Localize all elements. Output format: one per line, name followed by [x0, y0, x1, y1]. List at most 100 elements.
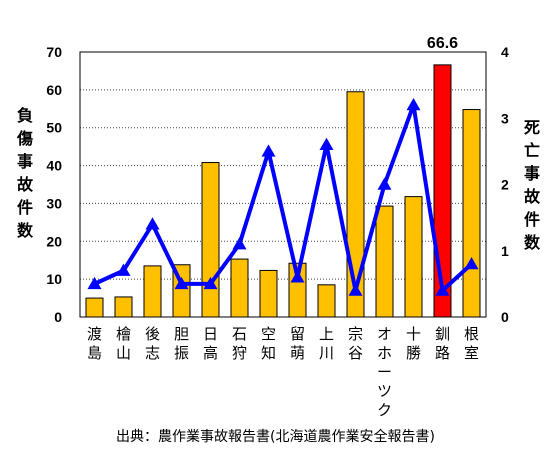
right-axis-ticks: 0 1 2 3 4: [501, 44, 509, 325]
series-point: [116, 263, 131, 276]
category-char: 日: [203, 325, 218, 343]
right-tick-label: 1: [501, 243, 509, 259]
category-char: 萌: [290, 344, 305, 362]
category-char: 檜: [116, 325, 131, 343]
category-char: 狩: [232, 344, 247, 362]
category-char: 石: [232, 325, 247, 343]
category-char: 後: [145, 325, 160, 343]
source-note: 出典：農作業事故報告書(北海道農作業安全報告書): [116, 429, 435, 445]
series-point: [377, 177, 392, 190]
category-label: 留萌: [290, 325, 305, 362]
category-char: 宗: [348, 325, 363, 343]
left-tick-label: 10: [46, 271, 62, 287]
category-label: 渡島: [87, 325, 102, 362]
series-point: [232, 237, 247, 250]
category-label: 釧路: [435, 325, 450, 362]
right-tick-label: 2: [501, 177, 509, 193]
right-tick-label: 0: [501, 309, 509, 325]
category-char: 根: [464, 325, 479, 343]
right-axis-title-char: 数: [524, 233, 541, 252]
category-label: 後志: [145, 325, 160, 362]
left-tick-label: 70: [46, 44, 62, 60]
category-char: 知: [261, 344, 276, 362]
bar: [375, 205, 394, 318]
right-axis-title-char: 事: [524, 164, 540, 183]
series-point: [87, 276, 102, 290]
right-axis-title-char: 故: [524, 187, 541, 206]
series-point: [435, 283, 450, 296]
bar: [85, 297, 104, 318]
series-point: [290, 270, 305, 283]
bar: [201, 162, 220, 318]
category-char: 高: [203, 344, 218, 362]
right-axis-title-char: 件: [524, 210, 540, 229]
series-point: [261, 144, 276, 157]
category-char: 十: [406, 325, 421, 343]
bar: [143, 265, 162, 318]
left-axis-title-char: 故: [17, 175, 34, 194]
category-char: 谷: [348, 344, 363, 362]
plot-frame: [79, 51, 487, 318]
left-tick-label: 50: [46, 120, 62, 136]
left-tick-label: 60: [46, 82, 62, 98]
category-char: ホ: [377, 344, 392, 362]
bars: [85, 64, 481, 318]
category-label: 上川: [319, 325, 334, 362]
category-char: 室: [464, 344, 479, 362]
annotations: 66.6: [427, 35, 458, 52]
category-char: 川: [319, 344, 334, 362]
left-tick-label: 30: [46, 195, 62, 211]
category-char: ク: [377, 401, 392, 419]
category-char: 上: [319, 325, 334, 343]
bar: [462, 109, 481, 318]
peak-value-label: 66.6: [427, 35, 458, 52]
series-point: [145, 217, 160, 230]
series-point: [348, 283, 363, 296]
left-axis-title-char: 数: [17, 221, 34, 240]
category-label: 空知: [261, 325, 276, 362]
left-tick-label: 0: [54, 309, 62, 325]
right-tick-label: 3: [501, 110, 509, 126]
series-point: [203, 276, 218, 290]
category-char: 釧: [435, 325, 450, 343]
series-point: [174, 276, 189, 290]
bar: [404, 196, 423, 318]
series-point: [464, 257, 479, 270]
category-char: 島: [87, 344, 102, 362]
category-char: 志: [145, 344, 160, 362]
bar: [114, 296, 133, 318]
category-char: 胆: [174, 325, 189, 343]
category-char: 路: [435, 344, 450, 362]
line-series: [87, 98, 479, 296]
category-char: 振: [174, 344, 189, 362]
category-char: 山: [116, 344, 131, 362]
right-tick-label: 4: [501, 44, 509, 60]
left-axis-title-char: 事: [17, 152, 33, 171]
right-axis-title-char: 亡: [524, 141, 540, 160]
category-char: ツ: [377, 382, 392, 400]
category-char: 渡: [87, 325, 102, 343]
category-char: 留: [290, 325, 305, 343]
category-char: ー: [377, 363, 392, 381]
left-axis-title-char: 負: [17, 106, 33, 125]
left-axis-title-char: 傷: [16, 129, 33, 148]
series-point: [406, 98, 421, 111]
axes: [79, 51, 487, 318]
bar: [259, 269, 278, 318]
category-label: 十勝: [406, 325, 421, 362]
bar: [230, 258, 249, 318]
left-axis-title-char: 件: [17, 198, 33, 217]
series-point: [319, 137, 334, 150]
left-tick-label: 40: [46, 158, 62, 174]
category-label: 檜山: [116, 325, 131, 362]
category-label: 宗谷: [348, 325, 363, 362]
series-line: [93, 103, 473, 293]
category-label: 胆振: [174, 325, 189, 362]
category-char: オ: [377, 325, 392, 343]
category-label: 石狩: [232, 325, 247, 362]
